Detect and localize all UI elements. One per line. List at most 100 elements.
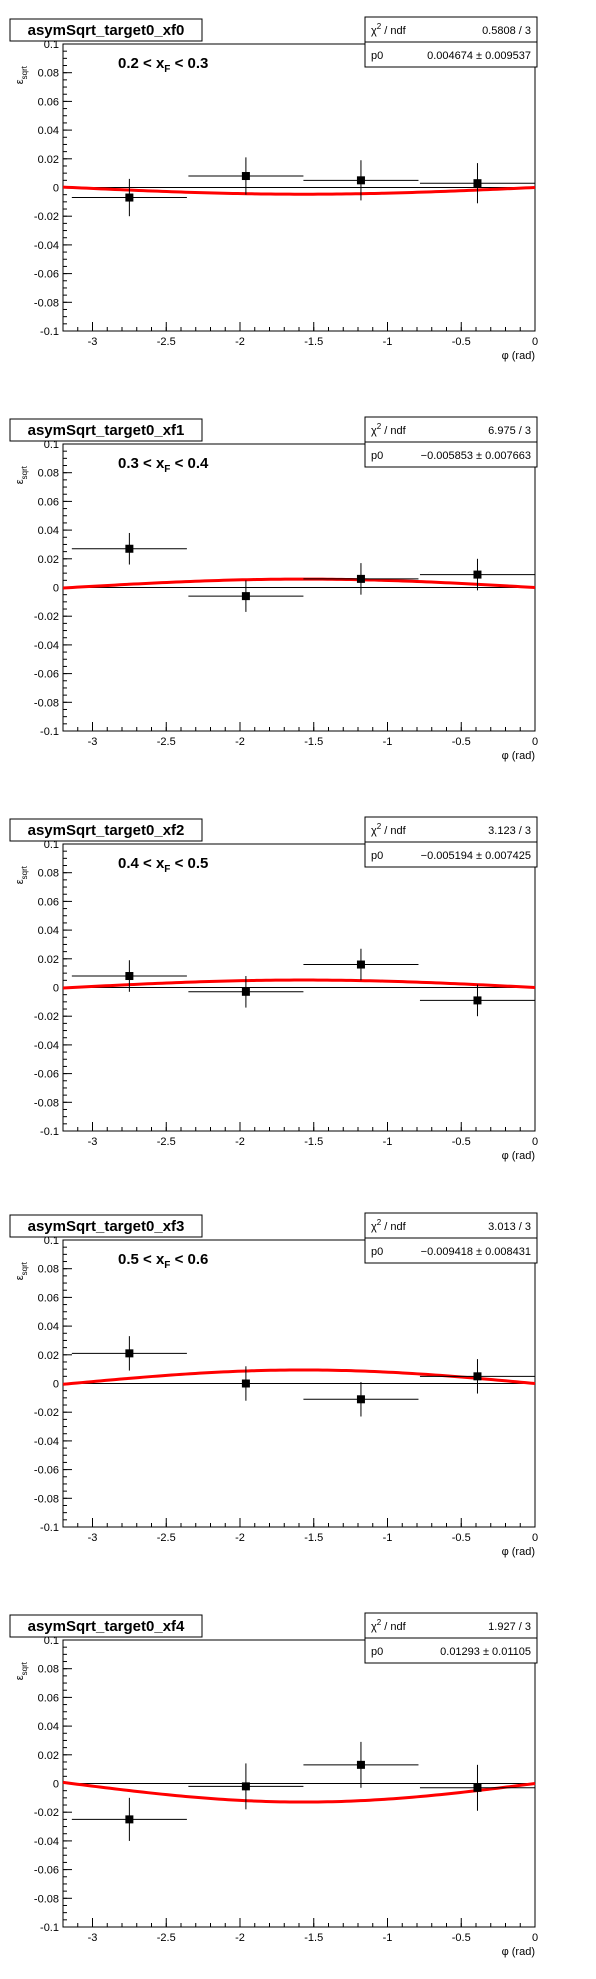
y-tick-label: 0.08 xyxy=(38,68,59,80)
y-axis-label: εsqrt xyxy=(14,65,29,84)
y-axis-label-main: ε xyxy=(14,1675,26,1680)
title-box xyxy=(9,1614,203,1638)
chi-symbol: χ xyxy=(371,425,377,437)
ndf-text: / ndf xyxy=(381,1621,406,1633)
y-tick-label: -0.04 xyxy=(34,1436,59,1448)
x-tick-label: 0 xyxy=(532,1932,538,1944)
stats-p0-label: p0 xyxy=(371,450,383,462)
x-tick-label: -1.5 xyxy=(304,336,323,348)
data-point xyxy=(356,960,365,969)
x-tick-label: -1 xyxy=(383,1532,393,1544)
stats-chi2-label: χ2 / ndf xyxy=(371,1218,407,1233)
chi-symbol: χ xyxy=(371,25,377,37)
data-point xyxy=(241,172,250,181)
stats-p0-label: p0 xyxy=(371,1646,383,1658)
data-point xyxy=(356,574,365,583)
chart-title: asymSqrt_target0_xf0 xyxy=(28,22,185,39)
y-tick-label: 0.08 xyxy=(38,1664,59,1676)
y-tick-label: -0.06 xyxy=(34,669,59,681)
data-point xyxy=(356,176,365,185)
range-label: 0.5 < xF < 0.6 xyxy=(118,1251,208,1271)
stats-p0-value: 0.004674 ± 0.009537 xyxy=(427,50,531,62)
stats-p0-value: −0.005853 ± 0.007663 xyxy=(421,450,531,462)
chi-superscript: 2 xyxy=(377,1618,382,1627)
y-tick-label: 0.04 xyxy=(38,1721,59,1733)
y-tick-label: 0.1 xyxy=(44,1235,59,1247)
range-label-sub: F xyxy=(164,864,170,875)
y-tick-label: -0.06 xyxy=(34,1865,59,1877)
x-axis-label: φ (rad) xyxy=(502,1546,535,1558)
x-tick-label: -3 xyxy=(88,336,98,348)
range-label-main: 0.2 < x xyxy=(118,55,165,72)
y-tick-label: -0.1 xyxy=(40,1522,59,1534)
range-label-tail: < 0.5 xyxy=(170,855,208,872)
chi-superscript: 2 xyxy=(377,22,382,31)
y-tick-label: 0.08 xyxy=(38,868,59,880)
y-tick-label: 0.1 xyxy=(44,439,59,451)
chart-title: asymSqrt_target0_xf2 xyxy=(28,822,185,839)
x-tick-label: -2 xyxy=(235,736,245,748)
fit-curve xyxy=(62,577,536,590)
y-tick-label: -0.02 xyxy=(34,211,59,223)
data-point xyxy=(241,1379,250,1388)
y-tick-label: 0.04 xyxy=(38,525,59,537)
title-box xyxy=(9,818,203,842)
x-tick-label: -2.5 xyxy=(157,1136,176,1148)
y-tick-label: -0.04 xyxy=(34,240,59,252)
y-tick-label: -0.06 xyxy=(34,1069,59,1081)
y-tick-label: -0.04 xyxy=(34,1836,59,1848)
stats-chi2-value: 1.927 / 3 xyxy=(488,1621,531,1633)
x-tick-label: -1 xyxy=(383,336,393,348)
y-axis-label-sub: sqrt xyxy=(20,465,29,479)
data-point xyxy=(241,592,250,601)
chart-panel-0: -0.1 -0.08 -0.06 -0.04 -0.02 0 0.02 0.04 0.06 0.0… xyxy=(9,16,538,362)
y-tick-label: -0.02 xyxy=(34,1407,59,1419)
fit-curve xyxy=(62,1368,536,1386)
data-point xyxy=(125,544,134,553)
y-tick-label: -0.08 xyxy=(34,1097,59,1109)
range-label-main: 0.5 < x xyxy=(118,1251,165,1268)
x-tick-label: -3 xyxy=(88,1532,98,1544)
y-axis-label: εsqrt xyxy=(14,1261,29,1280)
y-tick-label: -0.02 xyxy=(34,611,59,623)
x-tick-label: -3 xyxy=(88,736,98,748)
data-point xyxy=(473,570,482,579)
x-tick-label: -3 xyxy=(88,1932,98,1944)
y-tick-label: 0.02 xyxy=(38,954,59,966)
x-tick-label: 0 xyxy=(532,1532,538,1544)
y-tick-label: -0.1 xyxy=(40,1922,59,1934)
y-tick-label: -0.08 xyxy=(34,1893,59,1905)
data-point xyxy=(473,1372,482,1381)
range-label-main: 0.3 < x xyxy=(118,455,165,472)
x-tick-label: -1 xyxy=(383,1136,393,1148)
y-axis-label-main: ε xyxy=(14,79,26,84)
title-box xyxy=(9,18,203,42)
y-tick-label: 0.02 xyxy=(38,554,59,566)
stats-p0-label: p0 xyxy=(371,1246,383,1258)
y-tick-label: -0.06 xyxy=(34,1465,59,1477)
chart-title: asymSqrt_target0_xf4 xyxy=(28,1618,185,1635)
y-axis-label-sub: sqrt xyxy=(20,1661,29,1675)
x-axis-label: φ (rad) xyxy=(502,750,535,762)
y-tick-label: 0.06 xyxy=(38,1292,59,1304)
range-label-sub: F xyxy=(164,1260,170,1271)
chart-panel-4: -0.1 -0.08 -0.06 -0.04 -0.02 0 0.02 0.04 0.06 0.0… xyxy=(9,1612,538,1958)
chart-panel-1: -0.1 -0.08 -0.06 -0.04 -0.02 0 0.02 0.04 0.06 0.0… xyxy=(9,416,538,762)
y-tick-label: 0.08 xyxy=(38,468,59,480)
y-tick-label: 0.02 xyxy=(38,1750,59,1762)
chi-symbol: χ xyxy=(371,825,377,837)
chart-panel-3: -0.1 -0.08 -0.06 -0.04 -0.02 0 0.02 0.04 0.06 0.0… xyxy=(9,1212,538,1558)
data-point xyxy=(125,1349,134,1358)
range-label-main: 0.4 < x xyxy=(118,855,165,872)
x-tick-label: -0.5 xyxy=(452,1932,471,1944)
stats-chi2-label: χ2 / ndf xyxy=(371,22,407,37)
chi-superscript: 2 xyxy=(377,1218,382,1227)
y-axis-label-main: ε xyxy=(14,479,26,484)
data-point xyxy=(125,972,134,981)
y-tick-label: -0.1 xyxy=(40,1126,59,1138)
chi-superscript: 2 xyxy=(377,422,382,431)
title-box xyxy=(9,418,203,442)
y-tick-label: 0.06 xyxy=(38,896,59,908)
stats-p0-label: p0 xyxy=(371,850,383,862)
y-tick-label: -0.08 xyxy=(34,297,59,309)
